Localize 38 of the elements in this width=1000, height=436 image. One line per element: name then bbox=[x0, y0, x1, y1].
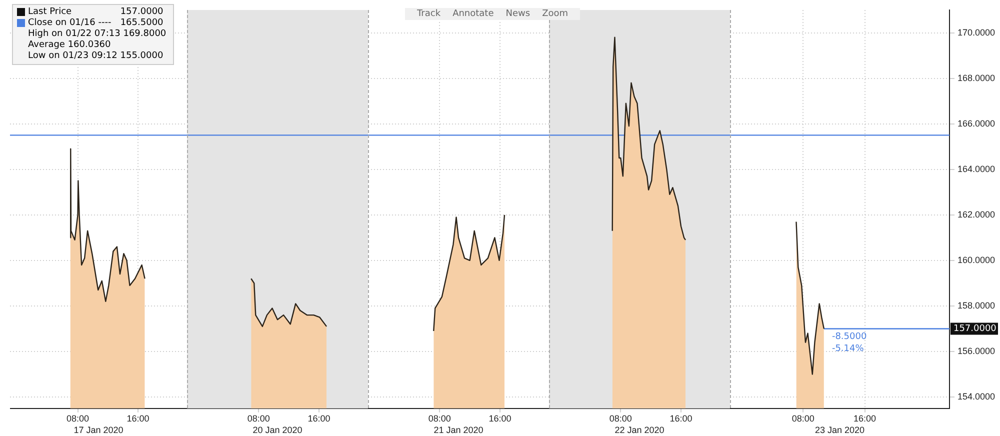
y-tick-label: 154.0000 bbox=[957, 392, 996, 402]
y-tick-label: 160.0000 bbox=[957, 254, 996, 265]
x-axis-title: 21 Jan 2020 bbox=[434, 425, 484, 436]
x-tick-label: 08:00 bbox=[609, 413, 632, 424]
annotation: Low on 01/23 09:12 155.0000 bbox=[27, 51, 164, 62]
x-tick-label: 16:00 bbox=[126, 413, 150, 424]
y-tick-label: 166.0000 bbox=[957, 118, 996, 128]
annotation: Close on 01/16 ---- bbox=[27, 18, 112, 29]
y-tick-label: 162.0000 bbox=[957, 209, 996, 220]
y-tick-label: 170.0000 bbox=[957, 27, 996, 38]
annotation: High on 01/22 07:13 169.8000 bbox=[27, 29, 168, 40]
x-tick-label: 08:00 bbox=[66, 413, 90, 424]
x-axis-title: 23 Jan 2020 bbox=[814, 425, 865, 436]
y-tick-label: 158.0000 bbox=[957, 300, 996, 310]
x-tick-label: 08:00 bbox=[428, 413, 451, 424]
annotation: Track bbox=[417, 9, 441, 19]
x-tick-label: 08:00 bbox=[792, 413, 814, 424]
ref-line-label: 157.0000 bbox=[953, 324, 997, 334]
y-tick-label: 156.0000 bbox=[957, 346, 996, 356]
annotation: Zoom bbox=[542, 9, 568, 19]
x-axis-title: 17 Jan 2020 bbox=[74, 425, 124, 436]
annotation: -5.14% bbox=[832, 344, 864, 354]
x-tick-label: 08:00 bbox=[247, 413, 270, 424]
annotation: 157.0000 bbox=[120, 7, 164, 18]
x-tick-label: 16:00 bbox=[670, 413, 692, 424]
x-axis-title: 22 Jan 2020 bbox=[614, 425, 664, 436]
text: Last Price bbox=[27, 7, 73, 18]
annotation: 165.5000 bbox=[120, 18, 164, 29]
x-tick-label: 16:00 bbox=[853, 413, 876, 424]
x-tick-label: 16:00 bbox=[308, 413, 330, 424]
annotation: Average 160.0360 bbox=[27, 40, 112, 51]
x-tick-label: 16:00 bbox=[488, 413, 512, 424]
x-axis-title: 20 Jan 2020 bbox=[252, 425, 302, 436]
y-tick-label: 164.0000 bbox=[957, 164, 996, 174]
annotation: Annotate bbox=[452, 9, 494, 19]
y-tick-label: 168.0000 bbox=[957, 72, 996, 83]
annotation: -8.5000 bbox=[832, 332, 867, 342]
annotation: News bbox=[506, 9, 530, 19]
